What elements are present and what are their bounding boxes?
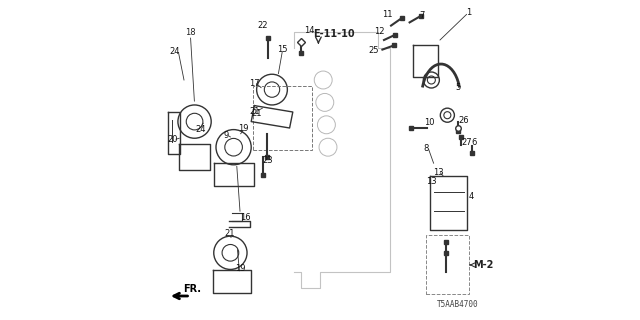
Text: 9: 9 (224, 131, 229, 140)
Text: 13: 13 (433, 168, 444, 177)
Text: 13: 13 (426, 177, 436, 186)
Text: 4: 4 (468, 192, 474, 201)
Text: 23: 23 (263, 156, 273, 165)
Text: 21: 21 (249, 107, 260, 116)
Text: E-11-10: E-11-10 (314, 28, 355, 39)
Text: 19: 19 (238, 124, 248, 133)
Text: 18: 18 (185, 28, 196, 36)
Text: 12: 12 (374, 27, 385, 36)
Text: 6: 6 (472, 138, 477, 147)
Text: 5: 5 (456, 83, 461, 92)
Text: 21: 21 (252, 109, 262, 118)
Text: M-2: M-2 (470, 260, 493, 270)
Bar (426, 235, 468, 294)
Text: 24: 24 (169, 47, 180, 56)
Text: 21: 21 (225, 229, 235, 238)
Text: 27: 27 (461, 138, 472, 147)
Text: 20: 20 (167, 135, 177, 144)
Text: 1: 1 (466, 8, 472, 17)
Text: 17: 17 (249, 79, 260, 88)
Text: 26: 26 (459, 116, 469, 124)
Text: 7: 7 (420, 11, 425, 20)
Text: 24: 24 (196, 125, 206, 134)
Text: 11: 11 (382, 10, 392, 19)
Text: T5AAB4700: T5AAB4700 (436, 300, 479, 309)
Text: 22: 22 (258, 21, 268, 30)
Text: 15: 15 (277, 45, 287, 54)
Text: FR.: FR. (183, 284, 201, 294)
Text: 8: 8 (424, 144, 429, 153)
Text: 16: 16 (241, 213, 251, 222)
Text: 19: 19 (236, 264, 246, 273)
Text: 25: 25 (369, 46, 379, 55)
Bar (253, 86, 312, 150)
Text: 14: 14 (305, 26, 315, 35)
Text: 10: 10 (424, 118, 435, 127)
